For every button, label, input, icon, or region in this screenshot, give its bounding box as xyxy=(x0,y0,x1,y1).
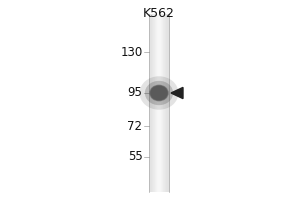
Bar xyxy=(164,14,165,192)
Bar xyxy=(161,14,162,192)
Text: K562: K562 xyxy=(142,7,174,20)
Bar xyxy=(149,14,150,192)
Bar xyxy=(153,14,154,192)
Bar xyxy=(168,14,169,192)
Ellipse shape xyxy=(150,85,168,101)
Bar xyxy=(156,14,157,192)
Bar xyxy=(165,14,166,192)
Bar xyxy=(153,14,154,192)
Bar xyxy=(154,14,155,192)
Bar xyxy=(151,14,152,192)
Ellipse shape xyxy=(149,85,169,101)
Text: 130: 130 xyxy=(120,46,142,58)
Bar xyxy=(148,14,149,192)
Bar xyxy=(152,14,153,192)
Ellipse shape xyxy=(140,76,178,110)
Bar xyxy=(163,14,164,192)
Bar xyxy=(158,14,159,192)
Bar xyxy=(167,14,168,192)
Bar xyxy=(158,14,159,192)
Bar xyxy=(149,14,150,192)
Bar xyxy=(159,14,160,192)
Bar xyxy=(162,14,163,192)
Bar xyxy=(155,14,156,192)
Bar xyxy=(163,14,164,192)
Bar xyxy=(160,14,161,192)
Bar xyxy=(161,14,162,192)
Bar xyxy=(167,14,168,192)
Bar xyxy=(157,14,158,192)
Bar xyxy=(159,14,160,192)
Bar xyxy=(168,14,169,192)
Bar xyxy=(164,14,165,192)
Text: 55: 55 xyxy=(128,150,142,164)
Bar xyxy=(157,14,158,192)
Bar xyxy=(166,14,167,192)
Bar xyxy=(162,14,163,192)
Bar xyxy=(162,14,163,192)
Bar xyxy=(152,14,153,192)
Text: 95: 95 xyxy=(128,86,142,99)
Bar xyxy=(155,14,156,192)
Bar xyxy=(156,14,157,192)
Bar xyxy=(160,14,161,192)
Bar xyxy=(166,14,167,192)
Bar xyxy=(154,14,155,192)
Text: 72: 72 xyxy=(128,119,142,132)
Bar xyxy=(169,14,170,192)
Bar xyxy=(150,14,151,192)
Ellipse shape xyxy=(145,81,173,105)
Bar xyxy=(160,14,161,192)
Polygon shape xyxy=(171,87,183,99)
Bar xyxy=(165,14,166,192)
Bar xyxy=(151,14,152,192)
Bar xyxy=(150,14,151,192)
